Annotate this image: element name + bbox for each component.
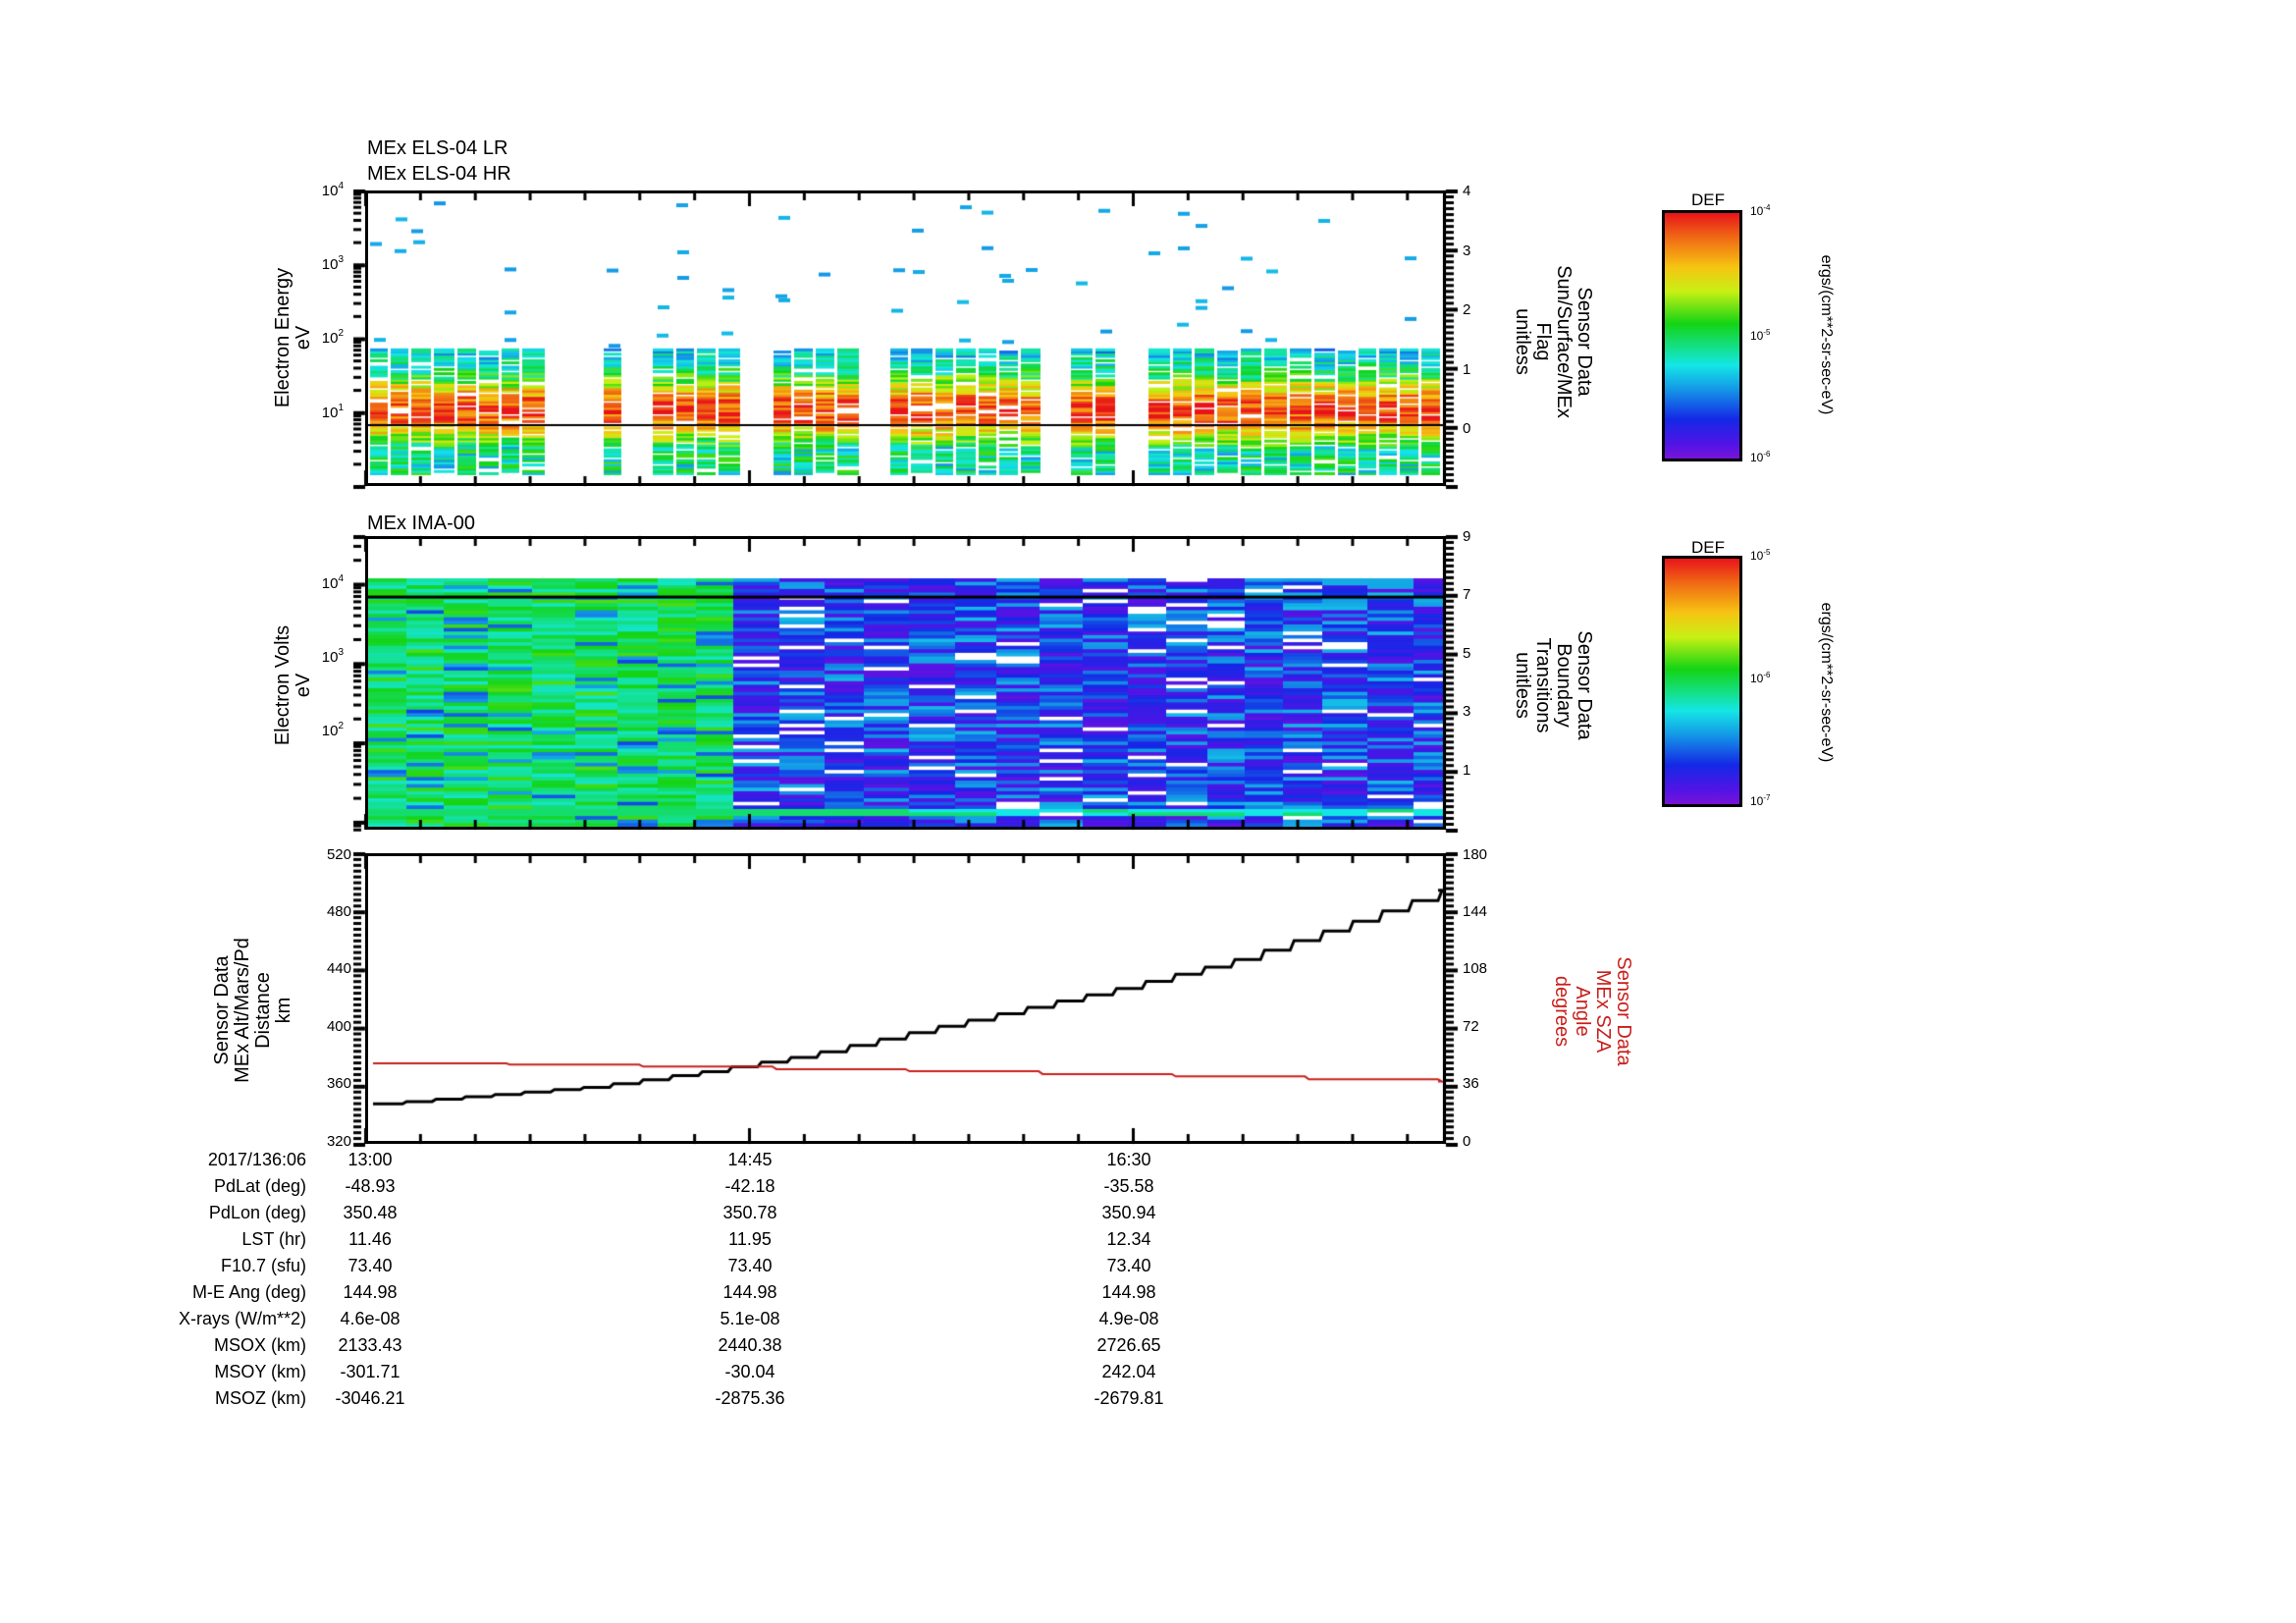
alt-ytick-520: 520 [326, 846, 351, 863]
els-axis-ticks [334, 181, 1551, 495]
eph-value: -30.04 [724, 1362, 775, 1381]
alt-rtick-180: 180 [1463, 846, 1488, 863]
eph-value: 73.40 [347, 1256, 393, 1275]
eph-value: 13:00 [347, 1150, 393, 1169]
alt-rtick-144: 144 [1463, 903, 1488, 920]
ima-rtick-5: 5 [1463, 645, 1471, 662]
eph-label-xrays: X-rays (W/m**2) [179, 1309, 306, 1328]
eph-value: 350.78 [722, 1203, 777, 1222]
eph-label-msoz: MSOZ (km) [215, 1388, 306, 1408]
eph-label-date: 2017/136:06 [207, 1150, 306, 1169]
eph-value: 73.40 [727, 1256, 773, 1275]
ephemeris-column-1630: 16:30 -35.58 350.94 12.34 73.40 144.98 4… [1060, 1147, 1198, 1412]
ima-ytick-1e2: 102 [321, 721, 344, 739]
eph-label-pdlat: PdLat (deg) [213, 1176, 306, 1196]
eph-value: -42.18 [724, 1176, 775, 1196]
els-title-hr: MEx ELS-04 HR [367, 163, 511, 185]
els-colorbar-mid: 10-5 [1750, 328, 1771, 343]
ephemeris-column-1445: 14:45 -42.18 350.78 11.95 73.40 144.98 5… [681, 1147, 819, 1412]
eph-value: 11.95 [728, 1229, 772, 1249]
ima-colorbar [1662, 556, 1742, 807]
eph-value: 242.04 [1101, 1362, 1156, 1381]
els-ytick-1e4: 104 [321, 181, 344, 199]
els-rtick-0: 0 [1463, 420, 1471, 437]
eph-value: 73.40 [1106, 1256, 1151, 1275]
ima-colorbar-units: ergs/(cm**2-sr-sec-eV) [1818, 602, 1835, 763]
ima-right-label: Sensor Data Boundary Transitions unitless [1512, 630, 1595, 740]
ima-colorbar-title: DEF [1691, 538, 1725, 557]
alt-rtick-108: 108 [1463, 960, 1488, 977]
ima-ytick-1e3: 103 [321, 647, 344, 666]
ima-colorbar-max: 10-5 [1750, 548, 1771, 563]
ima-rtick-9: 9 [1463, 528, 1471, 545]
eph-value: 14:45 [727, 1150, 773, 1169]
eph-value: 4.6e-08 [340, 1309, 400, 1328]
eph-value: 144.98 [722, 1282, 777, 1302]
eph-value: 5.1e-08 [720, 1309, 780, 1328]
els-colorbar-title: DEF [1691, 190, 1725, 209]
els-colorbar-max: 10-4 [1750, 203, 1771, 218]
eph-value: 12.34 [1106, 1229, 1151, 1249]
eph-value: 2440.38 [718, 1335, 782, 1355]
els-ytick-1e2: 102 [321, 328, 344, 347]
ephemeris-labels: 2017/136:06 PdLat (deg) PdLon (deg) LST … [51, 1147, 306, 1412]
alt-rtick-36: 36 [1463, 1075, 1479, 1092]
els-right-label: Sensor Data Sun/Surface/MEx Flag unitless [1512, 265, 1595, 418]
alt-ytick-320: 320 [326, 1133, 351, 1150]
eph-value: 144.98 [343, 1282, 398, 1302]
eph-value: 2133.43 [338, 1335, 402, 1355]
alt-ylabel: Sensor Data MEx Alt/Mars/Pd Distance km [211, 938, 294, 1083]
alt-ytick-360: 360 [326, 1075, 351, 1092]
ima-rtick-3: 3 [1463, 703, 1471, 720]
eph-label-f107: F10.7 (sfu) [220, 1256, 306, 1275]
eph-value: 144.98 [1101, 1282, 1156, 1302]
els-ylabel: Electron Energy eV [272, 267, 314, 408]
ima-axis-ticks [334, 526, 1551, 840]
eph-value: -3046.21 [335, 1388, 405, 1408]
eph-value: -48.93 [345, 1176, 396, 1196]
alt-rtick-0: 0 [1463, 1133, 1471, 1150]
ima-ylabel: Electron Volts eV [272, 624, 314, 746]
els-rtick-4: 4 [1463, 183, 1471, 199]
eph-label-msox: MSOX (km) [214, 1335, 306, 1355]
eph-value: 4.9e-08 [1098, 1309, 1159, 1328]
ima-colorbar-mid: 10-6 [1750, 671, 1771, 685]
alt-rtick-72: 72 [1463, 1018, 1479, 1035]
alt-ytick-480: 480 [326, 903, 351, 920]
els-ytick-1e3: 103 [321, 254, 344, 273]
els-colorbar-min: 10-6 [1750, 450, 1771, 464]
els-title-lr: MEx ELS-04 LR [367, 137, 508, 159]
eph-value: -301.71 [340, 1362, 400, 1381]
sza-right-label: Sensor Data MEx SZA Angle degrees [1551, 956, 1634, 1066]
els-rtick-1: 1 [1463, 361, 1471, 378]
alt-ytick-400: 400 [326, 1018, 351, 1035]
ima-colorbar-min: 10-7 [1750, 793, 1771, 808]
eph-value: -2875.36 [715, 1388, 785, 1408]
els-colorbar [1662, 210, 1742, 461]
els-rtick-3: 3 [1463, 243, 1471, 259]
eph-value: 16:30 [1106, 1150, 1151, 1169]
eph-label-lst: LST (hr) [241, 1229, 306, 1249]
eph-value: 350.94 [1101, 1203, 1156, 1222]
ima-ytick-1e4: 104 [321, 573, 344, 592]
alt-ytick-440: 440 [326, 960, 351, 977]
eph-value: -2679.81 [1094, 1388, 1164, 1408]
eph-label-me-ang: M-E Ang (deg) [191, 1282, 306, 1302]
els-ytick-1e1: 101 [321, 403, 344, 421]
eph-value: 2726.65 [1096, 1335, 1161, 1355]
eph-value: -35.58 [1103, 1176, 1154, 1196]
eph-value: 11.46 [348, 1229, 392, 1249]
ima-rtick-7: 7 [1463, 586, 1471, 603]
ephemeris-column-1300: 13:00 -48.93 350.48 11.46 73.40 144.98 4… [301, 1147, 439, 1412]
els-rtick-2: 2 [1463, 301, 1471, 318]
eph-value: 350.48 [343, 1203, 398, 1222]
eph-label-pdlon: PdLon (deg) [208, 1203, 306, 1222]
altitude-axis-ticks [334, 843, 1551, 1158]
els-colorbar-units: ergs/(cm**2-sr-sec-eV) [1818, 254, 1835, 415]
eph-label-msoy: MSOY (km) [214, 1362, 306, 1381]
ima-rtick-1: 1 [1463, 762, 1471, 779]
